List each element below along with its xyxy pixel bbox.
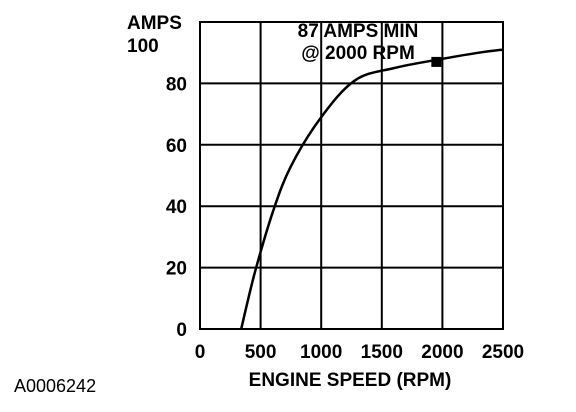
- figure-id: A0006242: [14, 376, 96, 396]
- output-curve: [239, 48, 504, 330]
- x-tick-label: 1000: [300, 342, 342, 363]
- y-tick-label: 80: [166, 74, 187, 95]
- x-tick-labels: 0 500 1000 1500 2000 2500: [195, 342, 524, 363]
- y-tick-label: 0: [176, 320, 187, 341]
- y-tick-label: 60: [166, 136, 187, 157]
- x-axis-label: ENGINE SPEED (RPM): [249, 370, 452, 391]
- x-tick-label: 0: [195, 342, 206, 363]
- y-tick-label: 100: [127, 36, 159, 57]
- x-tick-label: 1500: [361, 342, 403, 363]
- annotation-line-1: 87 AMPS MIN: [298, 21, 419, 42]
- annotation-line-2: @ 2000 RPM: [301, 43, 415, 64]
- chart-grid: [200, 22, 503, 329]
- y-axis-label: AMPS: [127, 13, 182, 34]
- y-tick-label: 40: [166, 197, 187, 218]
- chart-series-layer: [239, 48, 504, 330]
- min-output-marker: [431, 56, 442, 67]
- x-tick-label: 500: [245, 342, 277, 363]
- y-tick-labels: 0 20 40 60 80 100: [127, 36, 187, 341]
- x-tick-label: 2500: [482, 342, 524, 363]
- y-tick-label: 20: [166, 259, 187, 280]
- plot-frame: [199, 21, 504, 330]
- x-tick-label: 2000: [421, 342, 463, 363]
